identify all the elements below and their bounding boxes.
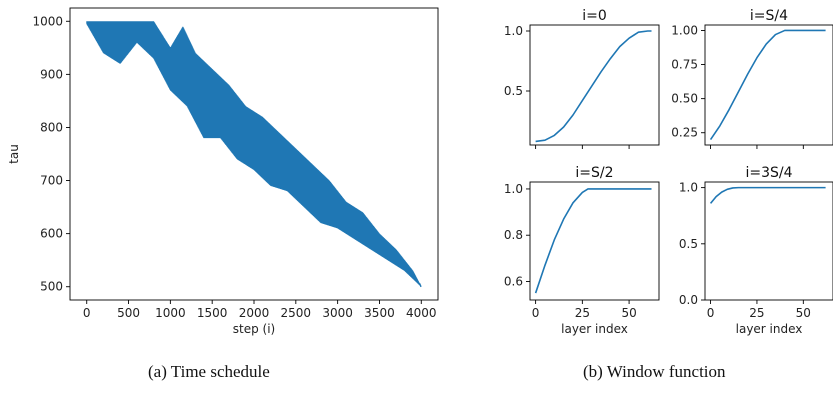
x-tick-label: 2000 [239,306,270,320]
y-tick-label: 0.25 [671,126,698,140]
subplot-title: i=S/2 [575,165,613,181]
x-tick-label: 500 [117,306,140,320]
x-tick-label: 50 [621,306,636,320]
plot-frame [529,24,660,146]
x-tick-label: 1000 [155,306,186,320]
series-line-window [709,29,826,140]
y-tick-label: 700 [40,174,63,188]
y-tick-label: 0.75 [671,58,698,72]
y-axis-label: tau [7,144,21,164]
x-tick-label: 0 [707,306,715,320]
y-tick-label: 1.0 [679,181,698,195]
series-line-window [709,186,826,204]
y-tick-label: 500 [40,280,63,294]
y-tick-label: 1.0 [504,182,523,196]
x-tick-label: 0 [532,306,540,320]
series-line-window [534,188,652,294]
caption-window-function: (b) Window function [583,362,726,381]
window-plot-i0: i=0 0.5 1.0 [504,8,660,149]
y-tick-label: 800 [40,120,63,134]
x-tick-label: 4000 [406,306,437,320]
x-tick-label: 25 [575,306,590,320]
x-tick-label: 50 [796,306,811,320]
x-axis-label: step (i) [233,322,275,336]
plot-frame [529,181,660,301]
caption-time-schedule: (a) Time schedule [148,362,270,381]
x-tick-label: 0 [83,306,91,320]
y-tick-label: 0.5 [504,84,523,98]
y-tick-label: 0.0 [679,293,698,307]
window-plot-i-3s4: i=3S/4 0.0 0.5 1.0 0 25 50 layer index [679,165,833,336]
window-plot-i-s4: i=S/4 0.25 0.50 0.75 1.00 [671,8,833,149]
x-tick-label: 3500 [364,306,395,320]
y-tick-label: 1.0 [504,24,523,38]
plot-frame [704,24,833,146]
window-plot-i-s2: i=S/2 0.6 0.8 1.0 0 25 50 layer index [504,165,660,336]
time-schedule-plot: 0 500 1000 1500 2000 2500 3000 3500 4000 500 600 70… [7,7,439,336]
x-tick-label: 2500 [281,306,312,320]
series-line-tau [86,21,422,288]
plot-frame [704,181,833,301]
x-tick-label: 25 [749,306,764,320]
series-line-window [535,30,652,143]
y-tick-label: 0.5 [679,237,698,251]
y-tick-label: 600 [40,227,63,241]
y-tick-label: 900 [40,67,63,81]
x-axis-label: layer index [736,322,803,336]
y-tick-label: 0.50 [671,92,698,106]
subplot-title: i=0 [582,8,607,24]
subplot-title: i=3S/4 [745,165,792,181]
y-tick-label: 0.8 [504,228,523,242]
y-tick-label: 1000 [32,14,63,28]
x-tick-label: 3000 [322,306,353,320]
y-tick-label: 1.00 [671,23,698,37]
y-tick-label: 0.6 [504,274,523,288]
x-axis-label: layer index [561,322,628,336]
x-tick-label: 1500 [197,306,228,320]
subplot-title: i=S/4 [750,8,788,24]
